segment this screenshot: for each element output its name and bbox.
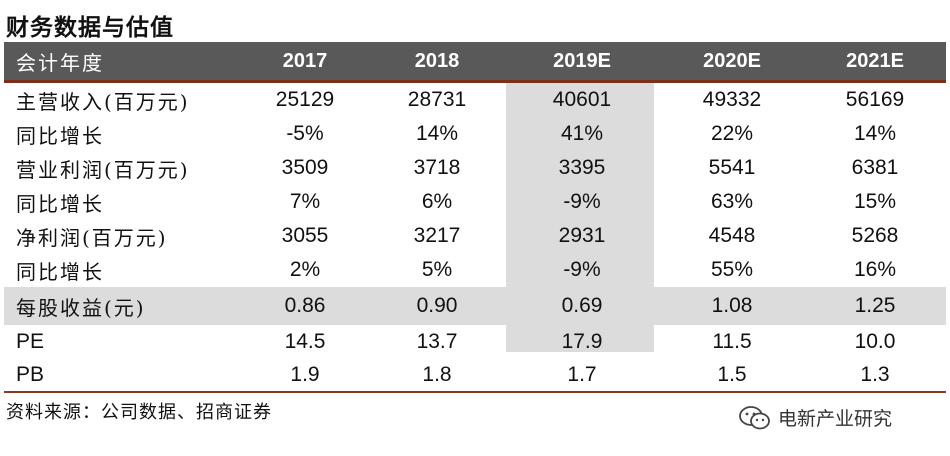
table-cell: 22% — [710, 122, 754, 145]
table-row: 同比增长 -5% 14% 41% 22% 14% — [4, 117, 946, 151]
header-year-2019e: 2019E — [553, 49, 611, 72]
page-title: 财务数据与估值 — [6, 14, 174, 41]
table-cell: 10.0 — [854, 330, 896, 353]
row-label: PB — [16, 363, 45, 386]
table-cell: 41% — [560, 122, 604, 145]
table-cell: 1.7 — [567, 363, 597, 386]
table-row: 净利润(百万元) 3055 3217 2931 4548 5268 — [4, 219, 946, 253]
row-label: 同比增长 — [16, 191, 104, 216]
table-cell: 13.7 — [416, 330, 458, 353]
table-cell: 15% — [853, 190, 897, 213]
table-cell: 1.5 — [717, 363, 747, 386]
table-cell: 1.25 — [854, 294, 896, 317]
table-cell: 56169 — [845, 88, 905, 111]
source-note: 资料来源：公司数据、招商证券 — [6, 402, 272, 423]
table-cell: 7% — [289, 190, 321, 213]
table-cell: 2931 — [558, 224, 606, 247]
table-cell: 0.86 — [284, 294, 326, 317]
row-label: 同比增长 — [16, 259, 104, 284]
row-label: 净利润(百万元) — [16, 225, 168, 250]
table-cell: 3395 — [558, 156, 606, 179]
table-cell: 25129 — [275, 88, 335, 111]
table-cell: 5268 — [851, 224, 899, 247]
table-cell: 1.9 — [290, 363, 320, 386]
table-cell: 3509 — [281, 156, 329, 179]
header-year-2021e: 2021E — [846, 49, 904, 72]
table-cell: 55% — [710, 258, 754, 281]
table-cell: 2% — [289, 258, 321, 281]
table-row: 每股收益(元) 0.86 0.90 0.69 1.08 1.25 — [4, 287, 946, 325]
table-cell: 14% — [853, 122, 897, 145]
table-cell: 0.90 — [416, 294, 458, 317]
table-cell: 16% — [853, 258, 897, 281]
header-year-2020e: 2020E — [703, 49, 761, 72]
table-cell: 14% — [415, 122, 459, 145]
brand-watermark: 电新产业研究 — [738, 404, 892, 431]
table-cell: 3718 — [413, 156, 461, 179]
table-bottom-rule — [4, 391, 946, 393]
row-label: 每股收益(元) — [16, 295, 146, 320]
table-cell: 17.9 — [561, 330, 603, 353]
table-cell: 28731 — [407, 88, 467, 111]
table-cell: 1.08 — [711, 294, 753, 317]
table-row: 营业利润(百万元) 3509 3718 3395 5541 6381 — [4, 151, 946, 185]
table-cell: 14.5 — [284, 330, 326, 353]
header-year-2018: 2018 — [414, 49, 460, 72]
table-row: PE 14.5 13.7 17.9 11.5 10.0 — [4, 325, 946, 359]
table-cell: 1.3 — [860, 363, 890, 386]
table-cell: -9% — [563, 190, 601, 213]
row-label: 同比增长 — [16, 123, 104, 148]
table-cell: 3217 — [413, 224, 461, 247]
wechat-icon — [739, 405, 770, 429]
header-label: 会计年度 — [16, 50, 104, 75]
row-label: 营业利润(百万元) — [16, 157, 190, 182]
table-cell: 63% — [710, 190, 754, 213]
table-cell: 6381 — [851, 156, 899, 179]
table-cell: 40601 — [552, 88, 612, 111]
table-cell: -9% — [563, 258, 601, 281]
table-header: 会计年度 2017 2018 2019E 2020E 2021E — [4, 42, 946, 83]
table-cell: 4548 — [708, 224, 756, 247]
table-cell: 5% — [421, 258, 453, 281]
table-cell: 5541 — [708, 156, 756, 179]
table-row: 同比增长 7% 6% -9% 63% 15% — [4, 185, 946, 219]
table-row: PB 1.9 1.8 1.7 1.5 1.3 — [4, 359, 946, 391]
table-cell: 6% — [421, 190, 453, 213]
table-row: 同比增长 2% 5% -9% 55% 16% — [4, 253, 946, 287]
table-cell: 0.69 — [561, 294, 603, 317]
table-cell: 3055 — [281, 224, 329, 247]
row-label: PE — [16, 330, 45, 353]
table-cell: 1.8 — [422, 363, 452, 386]
table-cell: -5% — [286, 122, 324, 145]
table-row: 主营收入(百万元) 25129 28731 40601 49332 56169 — [4, 83, 946, 117]
row-label: 主营收入(百万元) — [16, 89, 190, 114]
brand-name: 电新产业研究 — [778, 408, 893, 430]
table-cell: 11.5 — [712, 330, 752, 353]
header-year-2017: 2017 — [282, 49, 328, 72]
table-cell: 49332 — [702, 88, 762, 111]
